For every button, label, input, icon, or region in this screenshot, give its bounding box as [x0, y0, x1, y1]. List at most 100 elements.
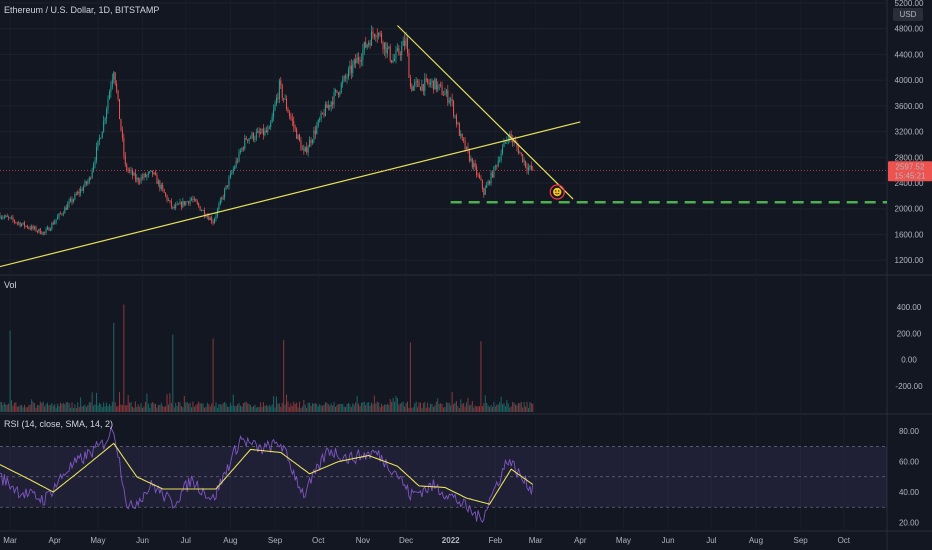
- candle-body: [396, 48, 398, 51]
- volume-bar: [350, 406, 352, 412]
- candle-body: [124, 155, 126, 165]
- volume-bar: [523, 402, 525, 412]
- candle-body: [303, 148, 305, 152]
- volume-bar: [522, 407, 524, 412]
- candle-body: [182, 201, 184, 208]
- volume-bar: [296, 402, 298, 412]
- volume-bar: [466, 402, 468, 412]
- volume-bar: [19, 405, 21, 412]
- volume-bar: [67, 402, 69, 412]
- candle-body: [471, 158, 473, 168]
- candle-body: [477, 174, 479, 176]
- candle-body: [23, 222, 25, 227]
- candle-body: [143, 173, 145, 178]
- volume-bar: [280, 407, 282, 412]
- candle-body: [5, 215, 7, 217]
- candle-body: [487, 181, 489, 185]
- volume-bar: [270, 406, 272, 412]
- candle-body: [291, 118, 293, 121]
- volume-bar: [185, 402, 187, 412]
- volume-bar: [110, 406, 112, 412]
- candle-body: [500, 153, 502, 161]
- volume-bar: [167, 404, 169, 412]
- time-tick-label: Mar: [3, 536, 17, 545]
- volume-bar: [517, 403, 519, 412]
- candle-body: [8, 216, 10, 218]
- candle-body: [198, 203, 200, 207]
- volume-bar: [203, 407, 205, 412]
- candle-body: [98, 138, 100, 141]
- volume-bar: [294, 403, 296, 412]
- volume-bar: [286, 394, 288, 412]
- volume-bar: [149, 408, 151, 412]
- candle-body: [229, 173, 231, 178]
- candle-body: [267, 128, 269, 133]
- candle-body: [402, 40, 404, 46]
- volume-bar: [264, 405, 266, 412]
- volume-tick-label: 200.00: [897, 329, 922, 338]
- volume-bar: [500, 396, 502, 412]
- volume-bar: [378, 402, 380, 412]
- volume-bar: [324, 402, 326, 412]
- volume-bar: [47, 402, 49, 412]
- volume-bar: [487, 405, 489, 412]
- volume-bar: [445, 402, 447, 412]
- volume-bars-group: [0, 304, 534, 412]
- volume-bar: [159, 404, 161, 412]
- volume-bar: [303, 400, 305, 412]
- volume-bar: [15, 402, 17, 412]
- candle-body: [165, 192, 167, 196]
- candles-group: [0, 25, 534, 236]
- volume-bar: [461, 403, 463, 412]
- candle-body: [235, 160, 237, 168]
- time-tick-label: Mar: [529, 536, 543, 545]
- volume-bar: [201, 403, 203, 412]
- candle-body: [438, 84, 440, 86]
- volume-bar: [444, 406, 446, 412]
- volume-bar: [428, 407, 430, 412]
- candle-body: [293, 120, 295, 127]
- candle-body: [399, 53, 401, 56]
- candle-body: [13, 220, 15, 222]
- volume-bar: [208, 404, 210, 412]
- smiley-outline: [549, 184, 565, 200]
- volume-bar: [385, 404, 387, 412]
- smiley-face-icon: [549, 184, 565, 200]
- volume-bar: [32, 402, 34, 412]
- volume-bar: [376, 401, 378, 412]
- candle-body: [31, 226, 33, 230]
- candle-body: [103, 120, 105, 132]
- candle-body: [461, 133, 463, 138]
- volume-bar: [451, 391, 453, 412]
- volume-bar: [29, 404, 31, 412]
- candle-body: [116, 83, 118, 91]
- candle-body: [250, 137, 252, 139]
- volume-bar: [123, 304, 125, 412]
- volume-bar: [530, 403, 532, 412]
- candle-body: [322, 112, 324, 114]
- volume-bar: [257, 406, 259, 412]
- candle-body: [19, 222, 21, 227]
- candle-body: [375, 35, 377, 37]
- candle-body: [3, 216, 5, 218]
- volume-bar: [346, 403, 348, 412]
- candle-body: [238, 151, 240, 162]
- candle-body: [180, 202, 182, 208]
- volume-bar: [61, 404, 63, 412]
- volume-bar: [342, 403, 344, 412]
- candle-body: [47, 227, 49, 230]
- candle-body: [431, 80, 433, 83]
- volume-bar: [373, 395, 375, 412]
- volume-bar: [241, 406, 243, 412]
- candle-body: [121, 130, 123, 138]
- volume-bar: [471, 401, 473, 412]
- volume-pane-label: Vol: [4, 280, 17, 290]
- volume-bar: [227, 406, 229, 412]
- volume-bar: [152, 402, 154, 412]
- volume-bar: [142, 407, 144, 412]
- volume-bar: [11, 400, 13, 412]
- volume-bar: [267, 406, 269, 412]
- candle-body: [294, 126, 296, 129]
- candle-body: [382, 42, 384, 50]
